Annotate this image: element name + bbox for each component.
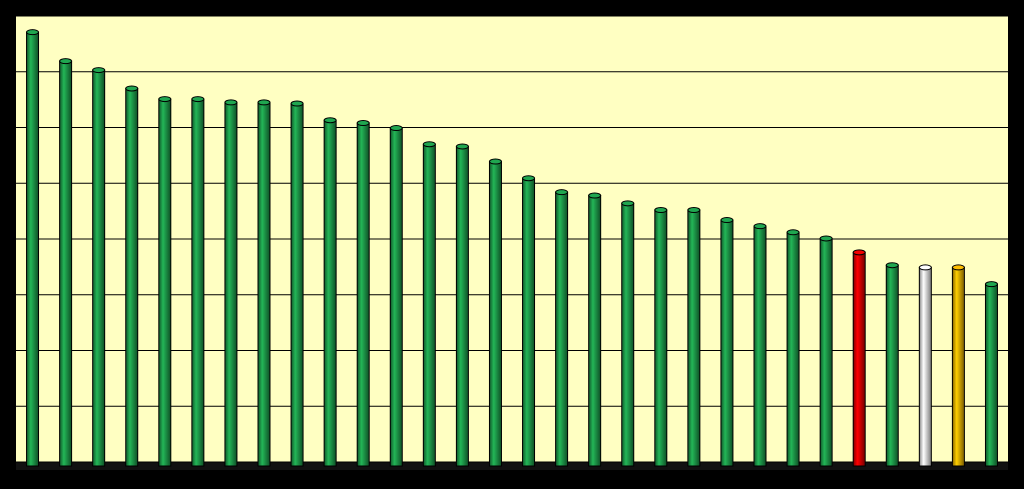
bar-top — [555, 189, 569, 196]
bar-top — [488, 158, 502, 165]
bar — [323, 119, 337, 467]
bar-top — [852, 249, 866, 256]
bar-top — [720, 217, 734, 224]
bar-top — [786, 229, 800, 236]
bar-top — [654, 207, 668, 214]
bar — [720, 219, 734, 467]
bar — [588, 195, 602, 467]
bar-top — [918, 264, 932, 271]
floor — [16, 462, 1008, 470]
bar-top — [356, 120, 370, 127]
bar-top — [257, 99, 271, 106]
bar — [257, 101, 271, 467]
bar-top — [290, 100, 304, 107]
bar — [753, 225, 767, 467]
bar — [819, 237, 833, 467]
bar-top — [687, 207, 701, 214]
bar-top — [389, 125, 403, 132]
bar-top — [819, 235, 833, 242]
bar — [885, 264, 899, 467]
bar-top — [984, 281, 998, 288]
bar-top — [885, 262, 899, 269]
bar — [951, 266, 965, 467]
bar-top — [224, 99, 238, 106]
bar — [92, 69, 106, 467]
bar — [191, 98, 205, 467]
bar-top — [158, 96, 172, 103]
bar-top — [323, 117, 337, 124]
bar-top — [191, 96, 205, 103]
bar — [654, 209, 668, 467]
bar — [125, 87, 139, 467]
bar — [522, 177, 536, 467]
bar — [852, 251, 866, 467]
bar — [158, 98, 172, 467]
bar-top — [753, 223, 767, 230]
bar — [488, 161, 502, 467]
bar-top — [588, 192, 602, 199]
bar — [555, 191, 569, 467]
bar — [455, 145, 469, 467]
bar-top — [522, 175, 536, 182]
bar — [786, 231, 800, 467]
bar-top — [455, 143, 469, 150]
bar — [687, 209, 701, 467]
bar — [422, 143, 436, 467]
bar — [389, 127, 403, 467]
bar — [59, 60, 73, 467]
bar-top — [26, 29, 40, 36]
bar-top — [92, 67, 106, 74]
bar-top — [125, 85, 139, 92]
bar — [621, 202, 635, 467]
bar — [356, 122, 370, 467]
bar — [918, 266, 932, 467]
bar — [984, 283, 998, 467]
bar — [26, 31, 40, 467]
bar-top — [951, 264, 965, 271]
bar — [224, 101, 238, 467]
bar-top — [621, 200, 635, 207]
bar-top — [422, 141, 436, 148]
bar — [290, 103, 304, 467]
bar-top — [59, 58, 73, 65]
